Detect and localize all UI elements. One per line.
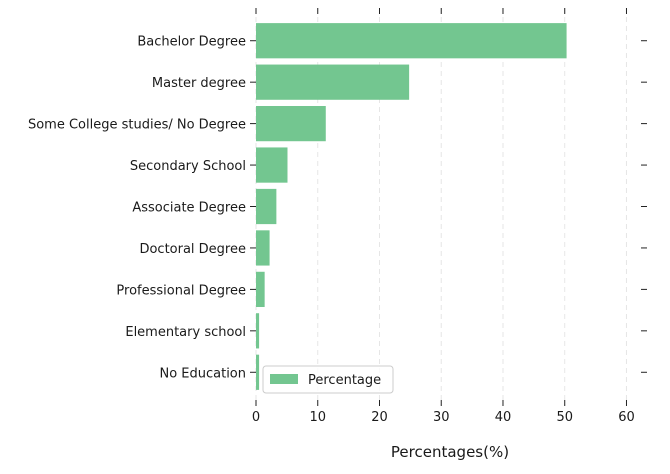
- category-label: Bachelor Degree: [137, 35, 246, 50]
- category-label: Master degree: [152, 76, 246, 91]
- bar: [256, 313, 260, 349]
- legend-box: [262, 365, 394, 394]
- bar: [256, 354, 260, 390]
- category-label: Associate Degree: [132, 201, 246, 216]
- axis-ticks: [250, 8, 647, 406]
- x-tick-label: 20: [371, 410, 388, 425]
- legend-swatch: [270, 374, 298, 384]
- category-label: No Education: [159, 366, 246, 381]
- bar: [256, 188, 277, 225]
- bar: [256, 147, 288, 183]
- category-label: Professional Degree: [116, 283, 246, 298]
- category-label: Secondary School: [130, 159, 246, 174]
- category-label: Doctoral Degree: [139, 242, 246, 257]
- bar: [256, 23, 567, 59]
- bar: [256, 64, 410, 100]
- legend: Percentage: [262, 365, 394, 394]
- x-tick-labels: 0 10 20 30 40 50 60: [252, 410, 635, 425]
- x-axis-label: Percentages(%): [391, 443, 509, 461]
- x-tick-label: 10: [309, 410, 326, 425]
- legend-label: Percentage: [308, 373, 381, 388]
- category-label: Some College studies/ No Degree: [28, 118, 246, 133]
- bar: [256, 230, 270, 266]
- bars: [256, 23, 567, 390]
- x-tick-label: 60: [618, 410, 635, 425]
- category-label: Elementary school: [125, 325, 246, 340]
- x-tick-label: 0: [252, 410, 260, 425]
- x-tick-label: 30: [433, 410, 450, 425]
- category-labels: Bachelor Degree Master degree Some College…: [28, 35, 246, 382]
- bar: [256, 105, 326, 142]
- x-tick-label: 50: [556, 410, 573, 425]
- bar: [256, 271, 265, 308]
- x-tick-label: 40: [495, 410, 512, 425]
